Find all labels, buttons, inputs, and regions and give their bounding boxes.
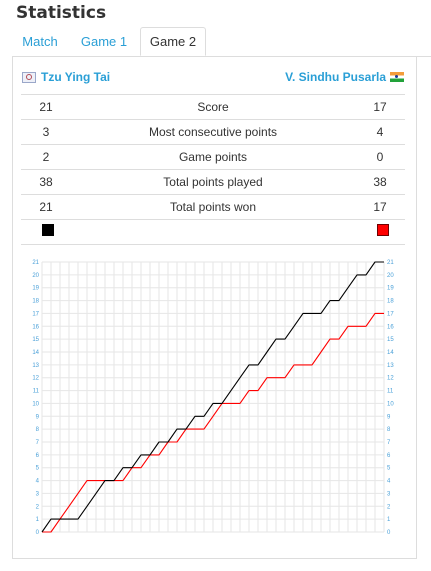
series-line-1 [42, 312, 384, 533]
stat-left-value: 21 [21, 94, 71, 120]
legend-swatch-left [42, 224, 54, 236]
y-tick-label-left: 10 [32, 401, 39, 407]
stat-row-legend [21, 219, 405, 245]
y-tick-label-left: 15 [32, 337, 39, 343]
stat-label: Score [71, 94, 355, 120]
y-tick-label-right: 9 [387, 414, 391, 420]
y-tick-label-left: 5 [36, 466, 40, 472]
series-line-0 [41, 261, 384, 533]
y-tick-label-right: 6 [387, 453, 391, 459]
y-tick-label-right: 8 [387, 427, 391, 433]
y-tick-label-right: 7 [387, 440, 391, 446]
stat-right-value: 38 [355, 169, 405, 195]
y-tick-label-right: 2 [387, 504, 391, 510]
taiwan-flag-icon [22, 71, 36, 83]
stat-row-consecutive: 3 Most consecutive points 4 [21, 119, 405, 145]
y-tick-label-left: 1 [36, 517, 40, 523]
india-flag-icon [390, 72, 404, 82]
y-tick-label-left: 14 [32, 350, 39, 356]
stat-label: Most consecutive points [71, 119, 355, 145]
tab-match[interactable]: Match [22, 34, 58, 49]
y-tick-label-left: 21 [32, 260, 39, 266]
statistics-heading: Statistics [16, 3, 107, 23]
y-tick-label-right: 18 [387, 299, 394, 305]
y-tick-label-left: 3 [36, 491, 40, 497]
y-tick-label-left: 19 [32, 286, 39, 292]
y-tick-label-left: 8 [36, 427, 40, 433]
stat-right-value: 17 [355, 94, 405, 120]
stat-left-value: 21 [21, 194, 71, 220]
y-tick-label-right: 12 [387, 376, 394, 382]
tab-game-2[interactable]: Game 2 [140, 27, 206, 56]
tab-game-1[interactable]: Game 1 [80, 34, 128, 49]
y-tick-label-left: 20 [32, 273, 39, 279]
y-tick-label-right: 15 [387, 337, 394, 343]
y-tick-label-right: 14 [387, 350, 394, 356]
y-tick-label-right: 0 [387, 530, 391, 536]
y-tick-label-right: 16 [387, 324, 394, 330]
y-tick-label-right: 10 [387, 401, 394, 407]
y-tick-label-left: 7 [36, 440, 40, 446]
y-tick-label-left: 9 [36, 414, 40, 420]
y-tick-label-left: 12 [32, 376, 39, 382]
y-tick-label-right: 3 [387, 491, 391, 497]
player-right-name[interactable]: V. Sindhu Pusarla [285, 70, 386, 84]
y-tick-label-left: 0 [36, 530, 40, 536]
y-tick-label-left: 17 [32, 311, 39, 317]
players-row: Tzu Ying Tai V. Sindhu Pusarla [22, 70, 404, 90]
y-tick-label-left: 16 [32, 324, 39, 330]
stat-row-points-won: 21 Total points won 17 [21, 194, 405, 220]
stat-label: Total points played [71, 169, 355, 195]
y-tick-label-right: 4 [387, 479, 391, 485]
y-tick-label-right: 5 [387, 466, 391, 472]
stat-row-score: 21 Score 17 [21, 94, 405, 120]
y-tick-label-right: 20 [387, 273, 394, 279]
stat-left-value: 3 [21, 119, 71, 145]
legend-swatch-right [377, 224, 389, 236]
y-tick-label-left: 6 [36, 453, 40, 459]
stat-right-value: 17 [355, 194, 405, 220]
y-tick-label-right: 19 [387, 286, 394, 292]
statistics-panel [12, 56, 417, 559]
stat-left-value: 38 [21, 169, 71, 195]
stat-label: Game points [71, 144, 355, 170]
y-tick-label-right: 13 [387, 363, 394, 369]
stat-label: Total points won [71, 194, 355, 220]
player-left-name[interactable]: Tzu Ying Tai [41, 70, 111, 84]
y-tick-label-right: 17 [387, 311, 394, 317]
y-tick-label-right: 1 [387, 517, 391, 523]
y-tick-label-left: 4 [36, 479, 40, 485]
game-tabs: Match Game 1 Game 2 [12, 27, 431, 57]
stat-row-points-played: 38 Total points played 38 [21, 169, 405, 195]
stats-table: 21 Score 17 3 Most consecutive points 4 … [21, 94, 405, 245]
y-tick-label-right: 21 [387, 260, 394, 266]
y-tick-label-left: 2 [36, 504, 40, 510]
y-tick-label-left: 11 [33, 389, 40, 395]
stat-right-value: 0 [355, 144, 405, 170]
stat-right-value: 4 [355, 119, 405, 145]
y-tick-label-left: 13 [32, 363, 39, 369]
y-tick-label-right: 11 [387, 389, 394, 395]
stat-row-game-points: 2 Game points 0 [21, 144, 405, 170]
y-tick-label-left: 18 [32, 299, 39, 305]
stat-left-value: 2 [21, 144, 71, 170]
